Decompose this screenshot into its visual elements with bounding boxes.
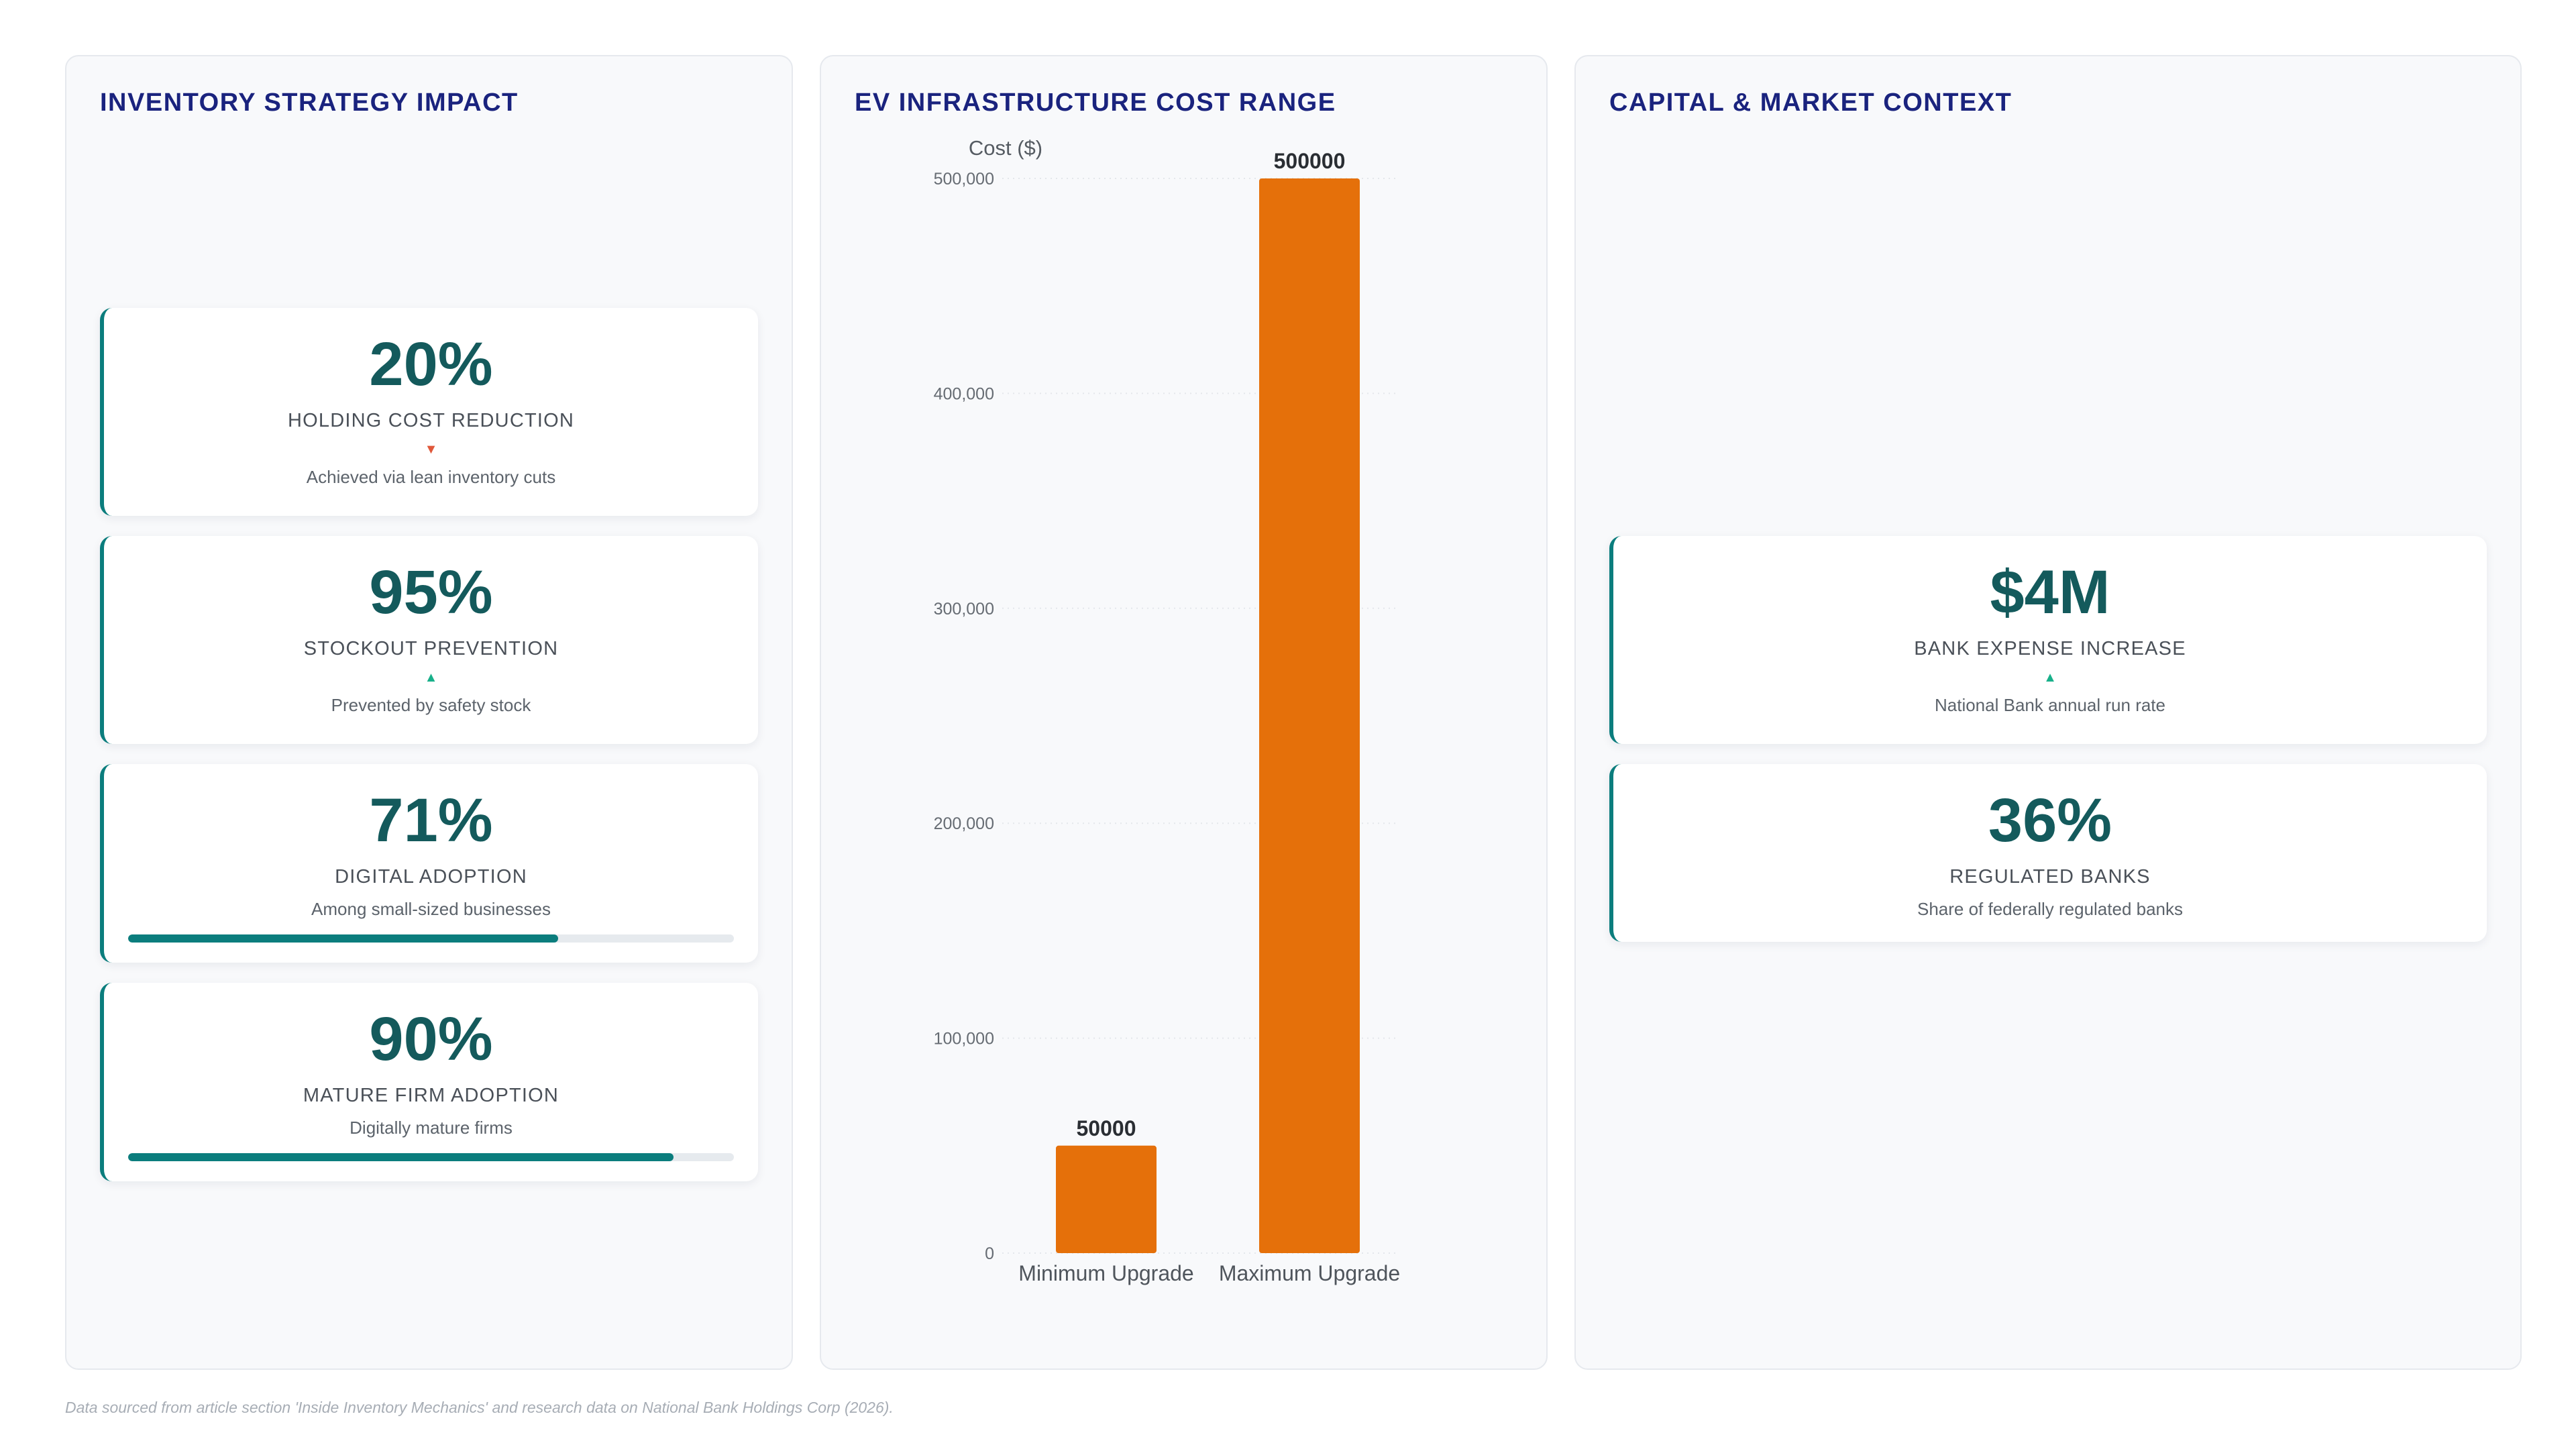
panel-title: INVENTORY STRATEGY IMPACT (100, 89, 519, 117)
progress-bar (128, 934, 734, 943)
kpi-label: BANK EXPENSE INCREASE (1914, 638, 2186, 659)
trend-down-icon: ▼ (424, 442, 438, 457)
trend-up-icon: ▲ (424, 670, 438, 685)
kpi-value: 95% (369, 558, 493, 627)
kpi-card-holding-cost: 20% HOLDING COST REDUCTION ▼ Achieved vi… (100, 308, 758, 516)
inventory-strategy-panel: INVENTORY STRATEGY IMPACT 20% HOLDING CO… (65, 55, 793, 1370)
kpi-card-bank-expense: $4M BANK EXPENSE INCREASE ▲ National Ban… (1609, 536, 2487, 744)
kpi-stack: $4M BANK EXPENSE INCREASE ▲ National Ban… (1609, 536, 2487, 942)
y-tick-label: 300,000 (934, 600, 994, 619)
kpi-label: STOCKOUT PREVENTION (303, 638, 559, 659)
kpi-label: MATURE FIRM ADOPTION (303, 1085, 559, 1106)
kpi-value: 90% (369, 1005, 493, 1073)
kpi-card-stockout: 95% STOCKOUT PREVENTION ▲ Prevented by s… (100, 536, 758, 744)
kpi-subtext: Share of federally regulated banks (1917, 899, 2184, 919)
kpi-label: HOLDING COST REDUCTION (287, 410, 575, 431)
bar (1056, 1145, 1157, 1253)
kpi-subtext: Digitally mature firms (350, 1118, 513, 1138)
progress-fill (128, 934, 559, 943)
x-tick-label: Maximum Upgrade (1219, 1261, 1400, 1285)
y-tick-label: 0 (985, 1244, 994, 1263)
kpi-card-mature-firm: 90% MATURE FIRM ADOPTION Digitally matur… (100, 983, 758, 1181)
kpi-value: 20% (369, 330, 493, 398)
data-label: 500000 (1274, 149, 1346, 173)
y-tick-label: 200,000 (934, 814, 994, 833)
trend-up-icon: ▲ (2043, 670, 2057, 685)
y-tick-label: 400,000 (934, 384, 994, 403)
kpi-subtext: Among small-sized businesses (311, 899, 551, 919)
bar (1259, 178, 1360, 1253)
kpi-card-digital-adoption: 71% DIGITAL ADOPTION Among small-sized b… (100, 764, 758, 963)
kpi-value: 36% (1988, 786, 2112, 855)
bar-chart: 0 100,000 200,000 300,000 400,000 500,000 Cost… (934, 136, 1401, 1285)
kpi-label: DIGITAL ADOPTION (335, 866, 527, 888)
y-axis-label: Cost ($) (969, 136, 1042, 160)
panel-title: CAPITAL & MARKET CONTEXT (1609, 89, 2012, 117)
kpi-stack: 20% HOLDING COST REDUCTION ▼ Achieved vi… (100, 308, 758, 1181)
kpi-subtext: National Bank annual run rate (1934, 695, 2165, 715)
ev-cost-panel: EV INFRASTRUCTURE COST RANGE 0 100,000 200… (820, 55, 1548, 1370)
panel-title: EV INFRASTRUCTURE COST RANGE (855, 89, 1336, 117)
kpi-value: 71% (369, 786, 493, 855)
kpi-subtext: Prevented by safety stock (331, 695, 531, 715)
progress-bar (128, 1153, 734, 1161)
capital-market-panel: CAPITAL & MARKET CONTEXT $4M BANK EXPENS… (1574, 55, 2522, 1370)
y-tick-label: 100,000 (934, 1030, 994, 1049)
footnote: Data sourced from article section 'Insid… (65, 1399, 894, 1416)
kpi-value: $4M (1990, 558, 2110, 627)
kpi-label: REGULATED BANKS (1949, 866, 2151, 888)
data-label: 50000 (1077, 1116, 1136, 1140)
progress-fill (128, 1153, 674, 1161)
kpi-subtext: Achieved via lean inventory cuts (306, 467, 556, 487)
y-tick-label: 500,000 (934, 170, 994, 189)
x-tick-label: Minimum Upgrade (1018, 1261, 1193, 1285)
kpi-card-regulated-banks: 36% REGULATED BANKS Share of federally r… (1609, 764, 2487, 942)
